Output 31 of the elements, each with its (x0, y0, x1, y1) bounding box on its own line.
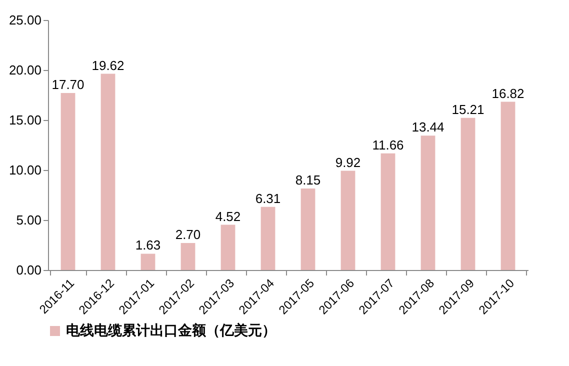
y-tick-label: 25.00 (8, 12, 42, 28)
legend-label: 电线电缆累计出口金额（亿美元） (66, 322, 276, 338)
bar (140, 254, 156, 270)
data-label: 2.70 (175, 227, 201, 242)
data-label: 16.82 (492, 86, 524, 101)
bar (260, 206, 276, 270)
data-label: 4.52 (215, 208, 241, 224)
bar (380, 153, 396, 270)
bar (500, 102, 516, 270)
y-tick-label: 0.00 (16, 262, 42, 278)
data-label: 19.62 (92, 58, 124, 73)
data-label: 6.31 (255, 190, 281, 206)
bar (300, 188, 316, 270)
y-tick-label: 20.00 (8, 62, 42, 78)
bar (220, 224, 236, 270)
data-label: 17.70 (52, 77, 84, 92)
data-label: 1.63 (135, 238, 161, 253)
data-label: 11.66 (372, 137, 404, 152)
y-tick-label: 10.00 (8, 162, 42, 178)
data-label: 9.92 (335, 154, 361, 170)
data-label: 13.44 (412, 120, 444, 135)
bar (420, 136, 436, 270)
bar (100, 74, 116, 270)
bar (180, 243, 196, 270)
y-tick-label: 15.00 (8, 112, 42, 128)
bar (460, 118, 476, 270)
bar (340, 170, 356, 270)
y-tick-label: 5.00 (16, 212, 42, 228)
data-label: 8.15 (295, 172, 321, 188)
bar (60, 93, 76, 270)
data-label: 15.21 (452, 102, 484, 117)
